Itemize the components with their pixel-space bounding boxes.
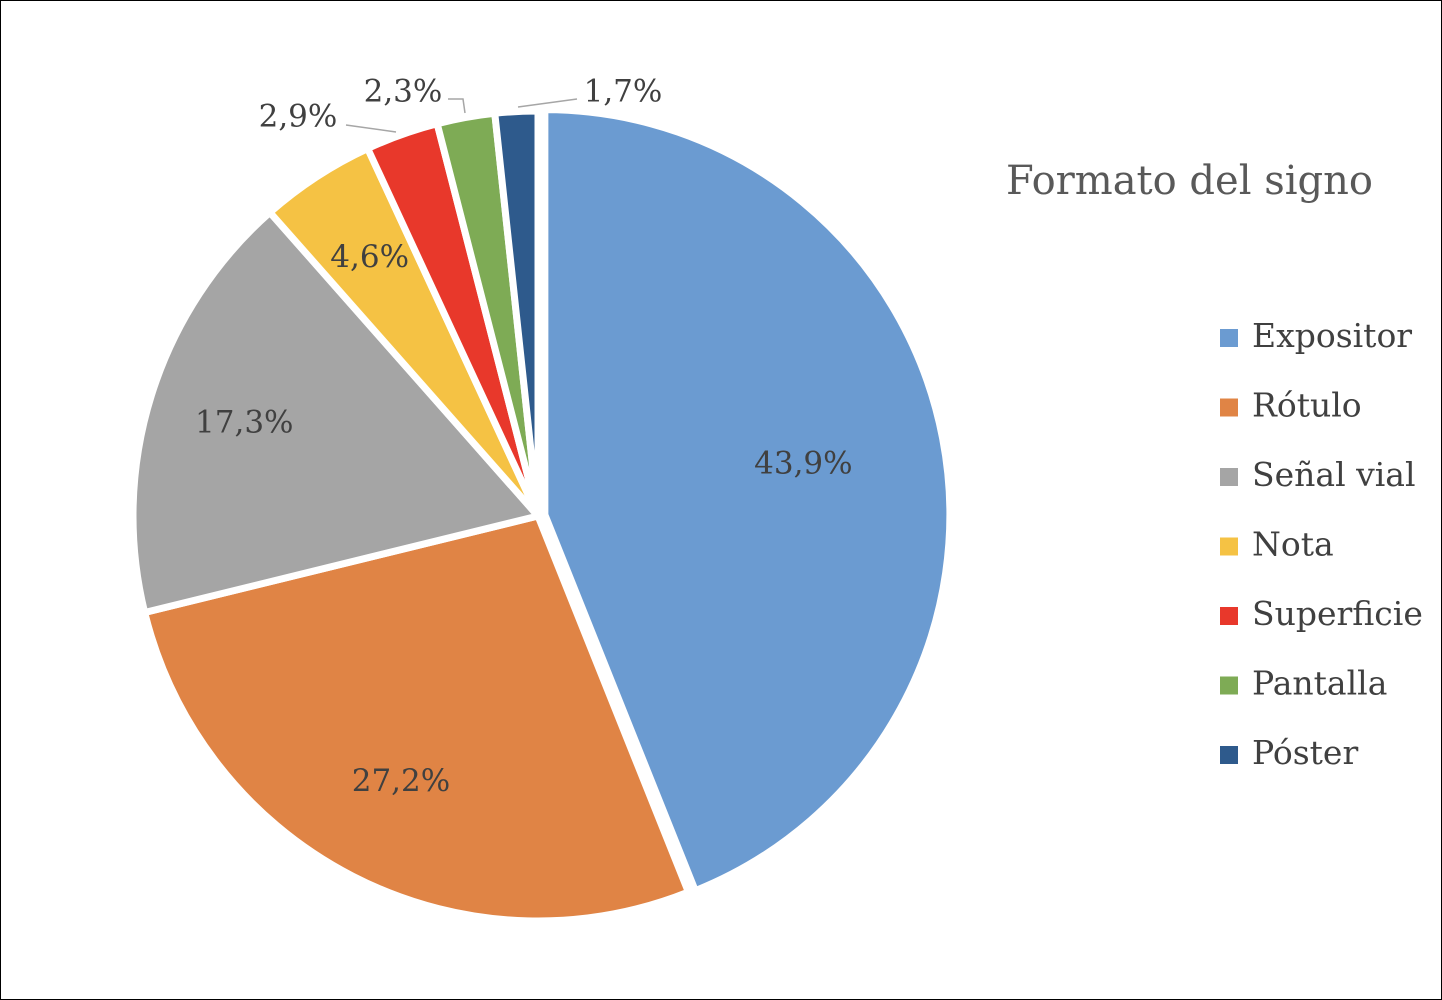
leader-line-poster	[517, 98, 578, 108]
pie-slice-poster	[491, 107, 542, 520]
legend-swatch-superficie	[1220, 607, 1238, 625]
legend-swatch-expositor	[1220, 329, 1238, 347]
legend-label-senal-vial: Señal vial	[1252, 455, 1416, 494]
legend-swatch-rotulo	[1220, 398, 1238, 417]
data-label-pantalla: 2,3%	[364, 74, 443, 110]
data-label-nota: 4,6%	[330, 239, 409, 275]
legend-swatch-pantalla	[1220, 676, 1238, 695]
legend-label-nota: Nota	[1252, 525, 1334, 564]
leader-lines	[345, 98, 578, 133]
data-label-expositor: 43,9%	[754, 445, 852, 481]
legend-swatch-poster	[1220, 746, 1238, 764]
pie-slices	[129, 106, 954, 925]
data-label-superficie: 2,9%	[259, 99, 338, 135]
leader-line-superficie	[345, 124, 397, 133]
legend-label-superficie: Superficie	[1252, 594, 1423, 633]
legend-items: Expositor Rótulo Señal vial Nota Superficie P…	[1220, 316, 1423, 772]
legend-swatch-nota	[1220, 537, 1238, 556]
legend-swatch-senal-vial	[1220, 468, 1238, 486]
data-label-poster: 1,7%	[584, 74, 663, 110]
data-label-rotulo: 27,2%	[352, 763, 450, 799]
legend-label-poster: Póster	[1252, 733, 1358, 772]
legend-label-rotulo: Rótulo	[1252, 386, 1362, 425]
legend: Formato del signo Expositor Rótulo Señal v…	[1006, 158, 1423, 772]
pie-slice-senal-vial	[129, 208, 542, 616]
legend-label-pantalla: Pantalla	[1252, 664, 1387, 703]
legend-label-expositor: Expositor	[1252, 316, 1412, 355]
pie-slice-expositor	[541, 106, 954, 895]
leader-line-pantalla	[448, 98, 466, 114]
data-labels: 43,9% 27,2% 17,3% 4,6% 2,9% 2,3% 1,7%	[195, 74, 853, 800]
data-label-senal-vial: 17,3%	[195, 405, 293, 441]
pie-slice-rotulo	[141, 512, 692, 925]
legend-title: Formato del signo	[1006, 158, 1373, 204]
